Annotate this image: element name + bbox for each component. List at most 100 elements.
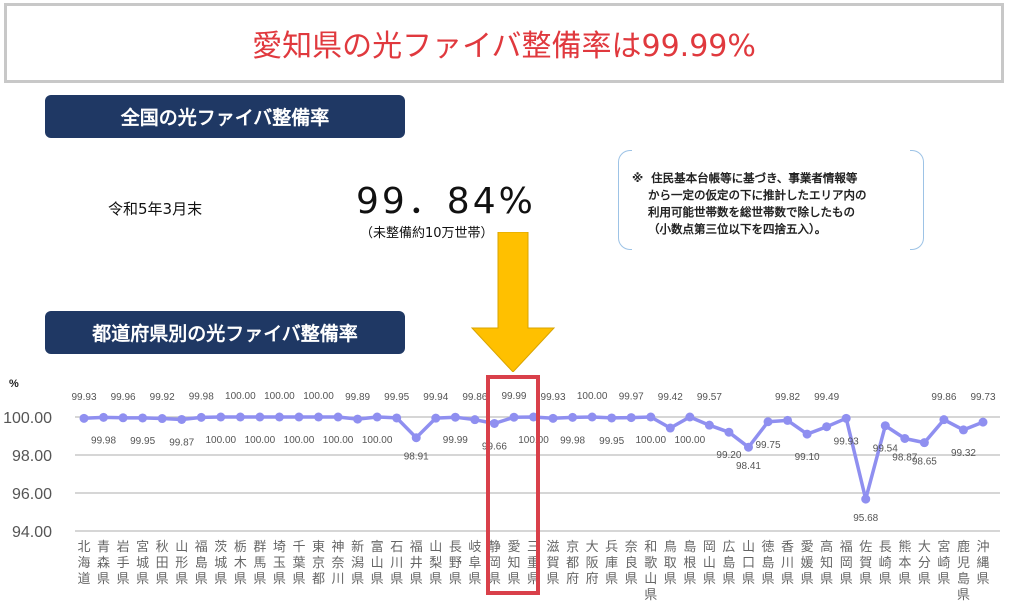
x-category-label: 山	[175, 540, 188, 555]
x-category-label: 県	[625, 572, 638, 587]
data-label: 100.00	[264, 391, 295, 402]
data-point	[646, 412, 656, 422]
x-category-label: 田	[156, 556, 169, 571]
x-category-label: 形	[175, 556, 188, 571]
data-label: 99.95	[130, 436, 155, 447]
x-category-label: 山	[742, 540, 755, 555]
x-category-label: 福	[840, 540, 853, 555]
x-category-label: 県	[859, 572, 872, 587]
down-arrow-icon	[470, 232, 556, 372]
x-category-label: 福	[410, 540, 423, 555]
data-point	[372, 412, 382, 422]
x-category-label: 京	[566, 540, 579, 555]
x-category-label: 県	[410, 572, 423, 587]
data-point	[255, 412, 265, 422]
x-category-label: 佐	[859, 540, 872, 555]
x-category-label: 石	[390, 540, 403, 555]
x-category-label: 島	[683, 540, 696, 555]
x-category-label: 県	[722, 572, 735, 587]
x-category-label: 埼	[273, 540, 286, 555]
x-category-label: 群	[253, 540, 266, 555]
x-category-label: 取	[664, 556, 677, 571]
x-category-label: 県	[820, 572, 833, 587]
x-category-label: 県	[742, 572, 755, 587]
x-category-label: 県	[781, 572, 794, 587]
data-label: 99.54	[873, 444, 898, 455]
x-category-label: 府	[566, 572, 579, 587]
data-label: 95.68	[853, 513, 878, 524]
x-category-label: 奈	[625, 540, 638, 555]
data-label: 99.42	[658, 392, 683, 403]
data-label: 99.86	[462, 392, 487, 403]
x-category-label: 宮	[937, 539, 950, 555]
x-category-label: 徳	[762, 540, 775, 555]
x-category-label: 根	[683, 556, 696, 571]
x-category-label: 高	[820, 539, 833, 555]
data-label: 100.00	[323, 435, 354, 446]
x-category-label: 宮	[136, 539, 149, 555]
x-category-label: 鳥	[664, 540, 677, 555]
data-point	[568, 412, 578, 422]
x-category-label: 熊	[898, 539, 911, 555]
data-point	[392, 413, 402, 423]
x-category-label: 青	[97, 540, 110, 555]
data-point	[314, 412, 324, 422]
data-point	[841, 413, 851, 423]
data-label: 98.65	[912, 457, 937, 468]
x-category-label: 長	[879, 540, 892, 555]
x-category-label: 賀	[547, 556, 560, 571]
x-category-label: 崎	[937, 556, 950, 571]
x-category-label: 県	[195, 572, 208, 587]
x-category-label: 森	[97, 556, 110, 571]
data-label: 100.00	[635, 435, 666, 446]
x-category-label: 野	[449, 556, 462, 571]
x-category-label: 山	[644, 572, 657, 587]
x-category-label: 大	[918, 540, 931, 555]
data-label: 99.86	[931, 392, 956, 403]
data-label: 99.89	[345, 392, 370, 403]
data-label: 99.32	[951, 448, 976, 459]
x-category-label: 城	[214, 556, 227, 571]
x-category-label: 県	[253, 572, 266, 587]
data-point	[958, 425, 968, 435]
x-category-label: 岡	[703, 540, 716, 555]
footnote-text: ※ 住民基本台帳等に基づき、事業者情報等 から一定の仮定の下に推計したエリア内の…	[632, 171, 867, 236]
x-category-label: 長	[449, 540, 462, 555]
x-category-label: 奈	[332, 556, 345, 571]
x-category-label: 知	[820, 555, 833, 571]
x-category-label: 県	[898, 572, 911, 587]
x-category-label: 川	[781, 556, 794, 571]
x-category-label: 県	[644, 588, 657, 603]
data-point	[880, 421, 890, 431]
data-label: 99.20	[716, 450, 741, 461]
x-category-label: 島	[722, 556, 735, 571]
data-point	[665, 423, 675, 433]
data-point	[294, 412, 304, 422]
x-category-label: 秋	[156, 540, 169, 555]
data-point	[79, 413, 89, 423]
x-category-label: 北	[77, 540, 90, 555]
x-category-label: 静	[488, 540, 501, 555]
x-category-label: 県	[879, 572, 892, 587]
x-category-label: 山	[371, 556, 384, 571]
x-category-label: 県	[918, 572, 931, 587]
x-category-label: 賀	[859, 556, 872, 571]
data-label: 99.92	[150, 392, 175, 403]
x-category-label: 島	[195, 556, 208, 571]
x-category-label: 和	[644, 540, 657, 555]
x-category-label: 本	[898, 556, 911, 571]
x-category-label: 媛	[801, 556, 814, 571]
data-label: 99.66	[482, 441, 507, 452]
x-category-label: 県	[429, 572, 442, 587]
x-category-label: 庫	[605, 556, 618, 571]
data-point	[196, 412, 206, 422]
data-label: 99.57	[697, 392, 722, 403]
x-category-label: 滋	[547, 540, 560, 555]
x-category-label: 城	[136, 556, 149, 571]
x-category-label: 県	[957, 588, 970, 603]
x-category-label: 県	[605, 572, 618, 587]
data-label: 100.00	[245, 435, 276, 446]
data-label: 99.98	[189, 391, 214, 402]
x-category-label: 県	[136, 572, 149, 587]
x-category-label: 縄	[976, 556, 989, 571]
